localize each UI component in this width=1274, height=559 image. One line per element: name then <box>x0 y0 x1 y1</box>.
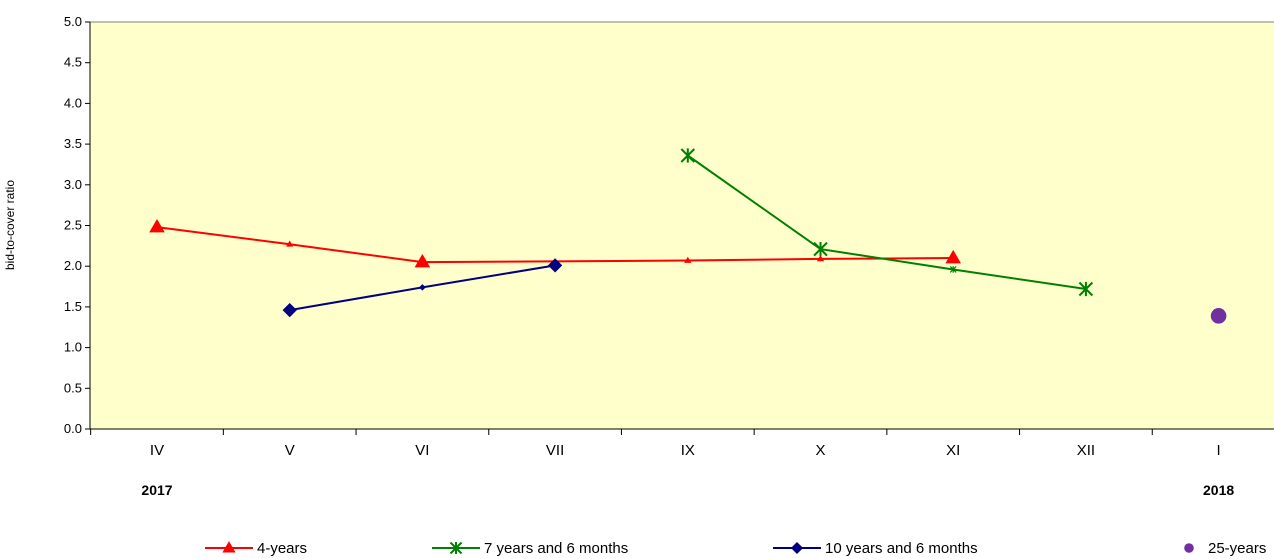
y-tick-label: 3.0 <box>64 177 82 192</box>
y-tick-label: 0.5 <box>64 380 82 395</box>
y-tick-label: 4.0 <box>64 95 82 110</box>
y-tick-label: 2.0 <box>64 258 82 273</box>
series-line <box>687 154 1087 290</box>
year-label: 2018 <box>1203 482 1234 498</box>
legend-marker <box>1184 543 1194 553</box>
data-point <box>1210 308 1227 324</box>
series-layer <box>149 148 1227 324</box>
x-tick-label: IV <box>150 442 164 459</box>
plot-area <box>89 21 1274 430</box>
data-point <box>949 266 957 273</box>
legend-label: 10 years and 6 months <box>825 540 978 557</box>
legend-label: 7 years and 6 months <box>484 540 628 557</box>
axes: 0.0 0.5 1.0 1.5 2.0 2.5 3.0 3.5 4.0 4.5 5.0 IV V VI VI… <box>64 14 1274 498</box>
year-label: 2017 <box>141 482 172 498</box>
x-tick-label: XI <box>946 442 960 459</box>
legend-item: 25-years <box>1184 540 1266 557</box>
data-point <box>816 255 825 262</box>
x-tick-label: X <box>815 442 825 459</box>
x-tick-label: I <box>1217 442 1221 459</box>
series-3 <box>282 258 563 318</box>
y-tick-label: 2.5 <box>64 218 82 233</box>
legend-label: 4-years <box>257 540 307 557</box>
series-4 <box>1210 308 1227 324</box>
x-tick-label: IX <box>681 442 695 459</box>
legend-marker <box>449 541 463 555</box>
legend: 4-years 7 years and 6 months 10 years and … <box>205 540 1266 557</box>
data-point <box>149 218 165 233</box>
x-tick-label: XII <box>1077 442 1095 459</box>
legend-item: 7 years and 6 months <box>432 540 628 557</box>
data-point <box>547 258 563 273</box>
legend-marker <box>790 541 804 555</box>
data-point <box>813 241 828 257</box>
legend-label: 25-years <box>1208 540 1266 557</box>
data-point <box>419 284 426 291</box>
data-point <box>282 303 297 318</box>
data-point <box>684 256 692 263</box>
y-tick-label: 1.5 <box>64 299 82 314</box>
legend-item: 10 years and 6 months <box>773 540 978 557</box>
x-tick-label: VI <box>415 442 429 459</box>
x-tick-label: VII <box>546 442 564 459</box>
y-tick-label: 4.5 <box>64 55 82 70</box>
x-tick-label: V <box>285 442 295 459</box>
data-point <box>414 253 431 268</box>
y-tick-label: 5.0 <box>64 14 82 29</box>
legend-item: 4-years <box>205 540 307 557</box>
series-2 <box>680 148 1094 297</box>
y-tick-label: 1.0 <box>64 340 82 355</box>
y-tick-label: 0.0 <box>64 421 82 436</box>
y-axis-title: bid-to-cover ratio <box>3 180 17 270</box>
y-tick-label: 3.5 <box>64 136 82 151</box>
data-point <box>286 240 294 247</box>
data-point <box>945 249 961 264</box>
data-point <box>680 148 696 163</box>
data-point <box>1078 281 1094 297</box>
legend-marker <box>222 541 236 553</box>
